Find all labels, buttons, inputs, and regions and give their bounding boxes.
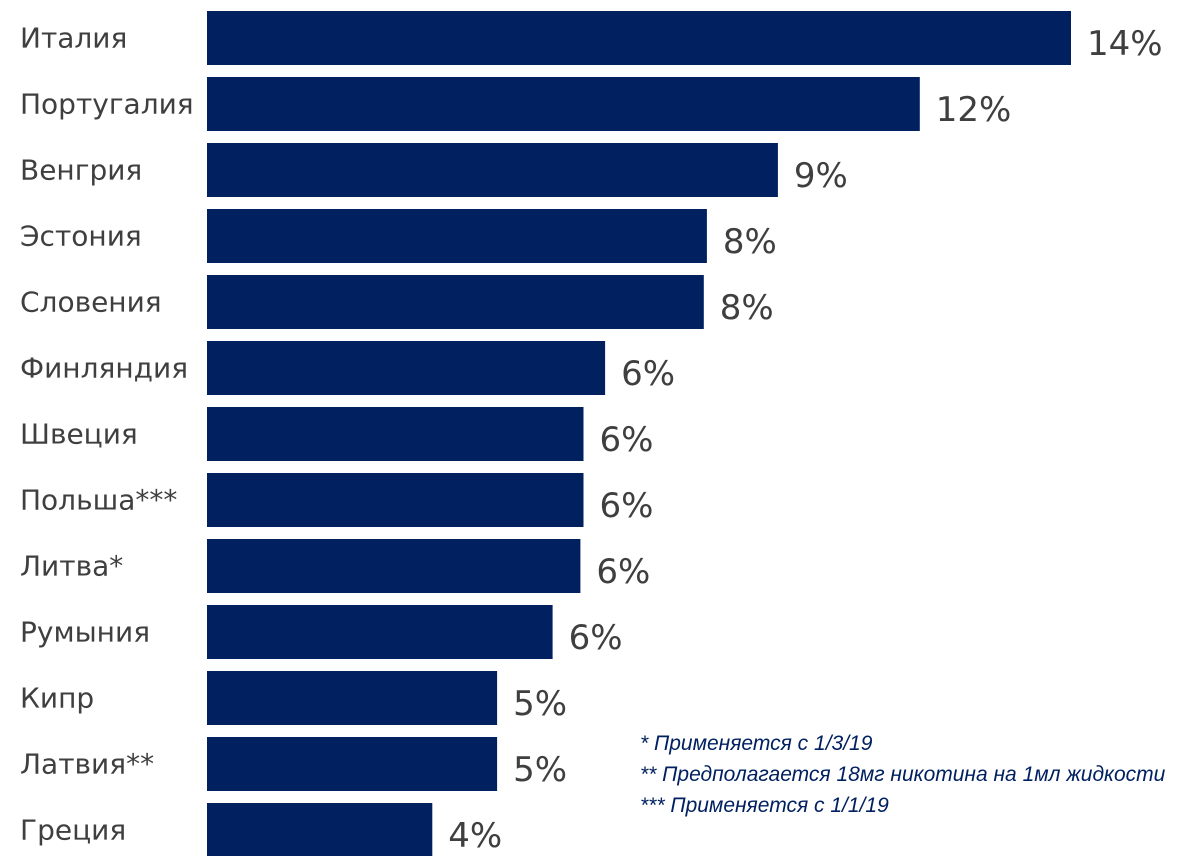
value-label: 6% <box>621 354 675 394</box>
bar <box>207 341 606 395</box>
category-label: Венгрия <box>20 154 142 187</box>
bar <box>207 605 553 659</box>
bar <box>207 11 1071 65</box>
value-label: 6% <box>600 486 654 526</box>
category-label: Греция <box>20 814 126 847</box>
bar <box>207 77 920 131</box>
category-label: Латвия** <box>20 748 154 781</box>
value-label: 9% <box>794 156 848 196</box>
value-label: 14% <box>1087 24 1163 64</box>
value-label: 6% <box>596 552 650 592</box>
footnotes: * Применяется с 1/3/19 ** Предполагается… <box>640 728 1180 821</box>
category-label: Финляндия <box>20 352 188 385</box>
bar <box>207 737 498 791</box>
value-label: 5% <box>513 684 567 724</box>
footnote-2: ** Предполагается 18мг никотина на 1мл ж… <box>640 763 1166 786</box>
category-label: Швеция <box>20 418 138 451</box>
bar <box>207 671 498 725</box>
category-label: Румыния <box>20 616 150 649</box>
category-label: Словения <box>20 286 162 319</box>
value-label: 4% <box>448 816 502 856</box>
bar <box>207 539 581 593</box>
bar <box>207 407 584 461</box>
value-label: 6% <box>600 420 654 460</box>
category-label: Польша*** <box>20 484 177 517</box>
bar <box>207 209 707 263</box>
category-label: Португалия <box>20 88 194 121</box>
bar <box>207 473 584 527</box>
footnote-1: * Применяется с 1/3/19 <box>640 732 873 755</box>
category-label: Литва* <box>20 550 123 583</box>
value-label: 5% <box>513 750 567 790</box>
value-label: 8% <box>720 288 774 328</box>
category-label: Кипр <box>20 682 94 715</box>
bar <box>207 143 778 197</box>
category-label: Эстония <box>20 220 142 253</box>
value-label: 6% <box>569 618 623 658</box>
bar <box>207 803 433 856</box>
category-label: Италия <box>20 22 127 55</box>
bar <box>207 275 704 329</box>
value-label: 8% <box>723 222 777 262</box>
value-label: 12% <box>936 90 1012 130</box>
footnote-3: *** Применяется с 1/1/19 <box>640 794 889 817</box>
